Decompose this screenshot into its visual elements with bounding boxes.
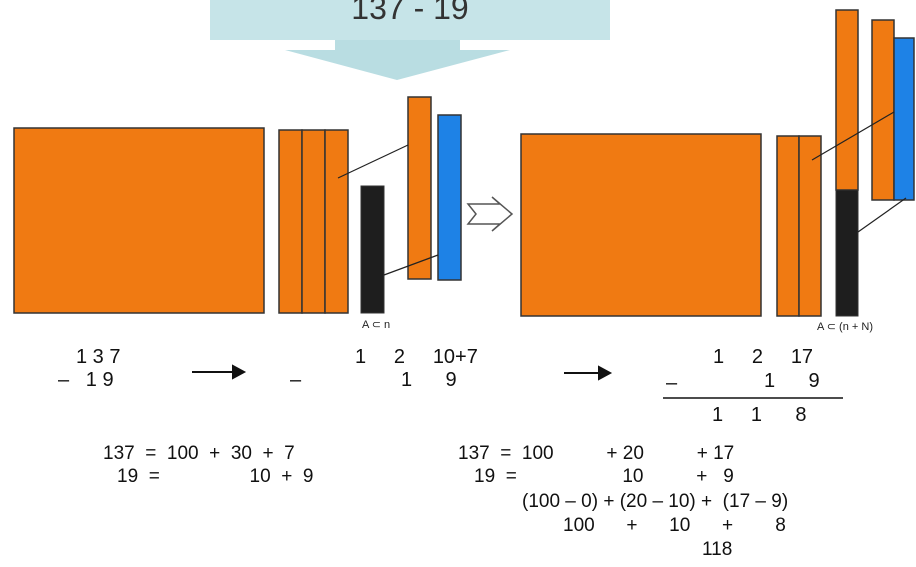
left-expansion-19: 19 = 10 + 9	[117, 466, 314, 487]
hundred-block-left	[13, 127, 265, 314]
left-minuend: 1 3 7	[76, 346, 121, 368]
arrow-2	[564, 365, 613, 381]
down-arrow	[285, 40, 510, 80]
mid-subtrahend: 1 9	[401, 369, 457, 391]
arrow-1	[192, 364, 247, 380]
label-a-subset-n-plus-n: A ⊂ (n + N)	[817, 321, 873, 333]
ten-rod-blue-left	[437, 114, 462, 281]
right-expansion-19: 19 = 10 + 9	[474, 466, 734, 487]
right-expansion-137: 137 = 100 + 20 + 17	[458, 443, 735, 464]
left-subtrahend: – 1 9	[58, 369, 114, 391]
tall-rod-right-orange	[835, 9, 859, 191]
link-line-right-1	[811, 111, 895, 161]
right-result: 1 1 8	[712, 404, 807, 426]
link-line-left-2	[383, 254, 439, 276]
banner-title: 137 - 19	[351, 0, 469, 26]
ten-rod-left-1	[278, 129, 303, 314]
right-minus-sign: –	[666, 372, 678, 394]
right-partial-sums: 100 + 10 + 8	[563, 515, 786, 536]
outline-right-arrow	[466, 196, 514, 232]
hundred-block-right	[520, 133, 762, 317]
ten-rod-blue-right	[893, 37, 915, 201]
right-final-answer: 118	[702, 539, 733, 560]
link-line-right-2	[857, 197, 907, 233]
mid-minuend: 1 2 10+7	[355, 346, 478, 368]
mid-minus-sign: –	[290, 369, 302, 391]
ten-rod-orange-right	[871, 19, 895, 201]
right-differences: (100 – 0) + (20 – 10) + (17 – 9)	[522, 491, 789, 512]
link-line-left-1	[337, 144, 409, 179]
tall-rod-right-black	[835, 189, 859, 317]
right-subtrahend: 1 9	[764, 370, 820, 392]
right-minuend: 1 2 17	[713, 346, 814, 368]
left-expansion-137: 137 = 100 + 30 + 7	[103, 443, 295, 464]
ten-rod-right-1	[776, 135, 800, 317]
ten-rod-right-2	[798, 135, 822, 317]
title-banner: 137 - 19	[210, 0, 610, 40]
ten-rod-orange-left	[407, 96, 432, 280]
ten-rod-left-3	[324, 129, 349, 314]
ten-rod-left-2	[301, 129, 326, 314]
label-a-subset-n: A ⊂ n	[362, 319, 391, 331]
units-black-left	[360, 185, 385, 314]
